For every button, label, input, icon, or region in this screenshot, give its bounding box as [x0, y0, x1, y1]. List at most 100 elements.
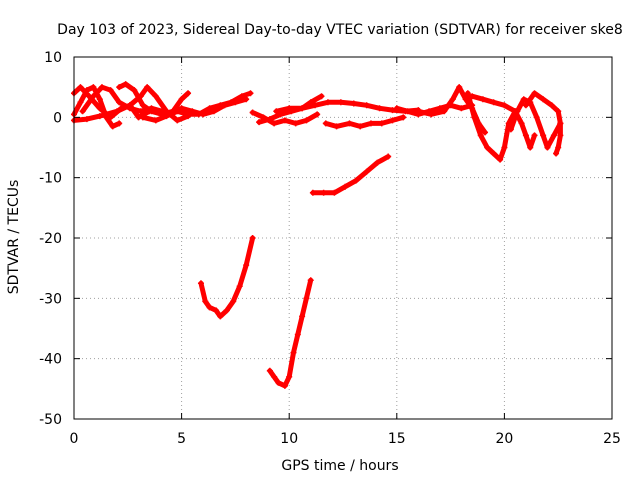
- data-point: [544, 144, 551, 151]
- data-point: [77, 84, 84, 91]
- data-point: [464, 90, 471, 97]
- data-point: [490, 150, 497, 157]
- data-point: [557, 132, 564, 139]
- data-point: [292, 120, 299, 127]
- data-point: [484, 144, 491, 151]
- data-point: [213, 307, 220, 314]
- data-point: [479, 96, 486, 103]
- data-point: [303, 117, 310, 124]
- data-point: [531, 132, 538, 139]
- series-sat-r: [309, 153, 392, 196]
- data-point: [152, 93, 159, 100]
- data-point: [206, 304, 213, 311]
- data-point: [98, 84, 105, 91]
- data-point: [367, 120, 374, 127]
- data-point: [389, 117, 396, 124]
- data-point: [139, 114, 146, 121]
- series-sat-n: [464, 90, 519, 163]
- series-line: [267, 277, 314, 389]
- data-point: [449, 96, 456, 103]
- data-point: [109, 123, 116, 130]
- y-tick-label: -20: [39, 231, 62, 247]
- data-point: [178, 105, 185, 112]
- y-axis-label: SDTVAR / TECUs: [6, 180, 22, 295]
- data-point: [83, 116, 90, 123]
- data-point: [116, 84, 123, 91]
- series-line: [198, 235, 256, 319]
- data-point: [256, 119, 263, 126]
- data-point: [148, 108, 155, 115]
- series-sat-q: [522, 90, 564, 157]
- data-point: [376, 105, 383, 112]
- data-point: [458, 105, 465, 112]
- series-sat-k: [322, 114, 407, 130]
- data-point: [357, 123, 364, 130]
- y-tick-label: -10: [39, 171, 62, 187]
- data-point: [540, 132, 547, 139]
- data-point: [441, 108, 448, 115]
- data-point: [96, 96, 103, 103]
- data-point: [266, 367, 273, 374]
- data-point: [385, 153, 392, 160]
- data-point: [299, 105, 306, 112]
- data-point: [393, 105, 400, 112]
- data-point: [531, 90, 538, 97]
- data-point: [116, 120, 123, 127]
- data-point: [223, 307, 230, 314]
- data-point: [378, 120, 385, 127]
- data-point: [144, 84, 151, 91]
- data-point: [540, 96, 547, 103]
- x-tick-label: 20: [495, 431, 513, 447]
- data-series: [71, 81, 564, 389]
- data-point: [548, 102, 555, 109]
- y-tick-label: 0: [53, 110, 62, 126]
- x-axis-label: GPS time / hours: [281, 458, 398, 474]
- data-point: [271, 120, 278, 127]
- data-point: [522, 102, 529, 109]
- data-point: [320, 189, 327, 196]
- data-point: [346, 120, 353, 127]
- data-point: [389, 107, 396, 114]
- series-sat-h: [249, 109, 321, 127]
- data-point: [550, 132, 557, 139]
- data-point: [200, 111, 207, 118]
- data-point: [161, 111, 168, 118]
- data-point: [275, 379, 282, 386]
- data-point: [210, 108, 217, 115]
- data-point: [79, 108, 86, 115]
- data-point: [469, 93, 476, 100]
- data-point: [114, 108, 121, 115]
- data-point: [555, 108, 562, 115]
- data-point: [352, 177, 359, 184]
- data-point: [281, 117, 288, 124]
- data-point: [286, 105, 293, 112]
- data-point: [266, 116, 273, 123]
- data-point: [477, 132, 484, 139]
- data-point: [90, 84, 97, 91]
- data-point: [271, 373, 278, 380]
- data-point: [374, 159, 381, 166]
- data-point: [230, 298, 237, 305]
- data-point: [501, 102, 508, 109]
- data-point: [312, 102, 319, 109]
- data-point: [243, 96, 250, 103]
- data-point: [318, 93, 325, 100]
- data-point: [126, 102, 133, 109]
- data-point: [96, 105, 103, 112]
- data-point: [400, 114, 407, 121]
- data-point: [286, 373, 293, 380]
- series-sat-s: [197, 235, 256, 320]
- data-point: [90, 93, 97, 100]
- data-point: [96, 113, 103, 120]
- data-point: [107, 87, 114, 94]
- series-sat-g: [161, 96, 250, 118]
- data-point: [557, 120, 564, 127]
- x-tick-label: 5: [177, 431, 186, 447]
- data-point: [514, 108, 521, 115]
- x-tick-labels: 0 5 10 15 20 25: [70, 431, 621, 447]
- data-point: [249, 235, 256, 241]
- grid-lines: [74, 57, 612, 419]
- data-point: [471, 114, 478, 121]
- data-point: [555, 144, 562, 151]
